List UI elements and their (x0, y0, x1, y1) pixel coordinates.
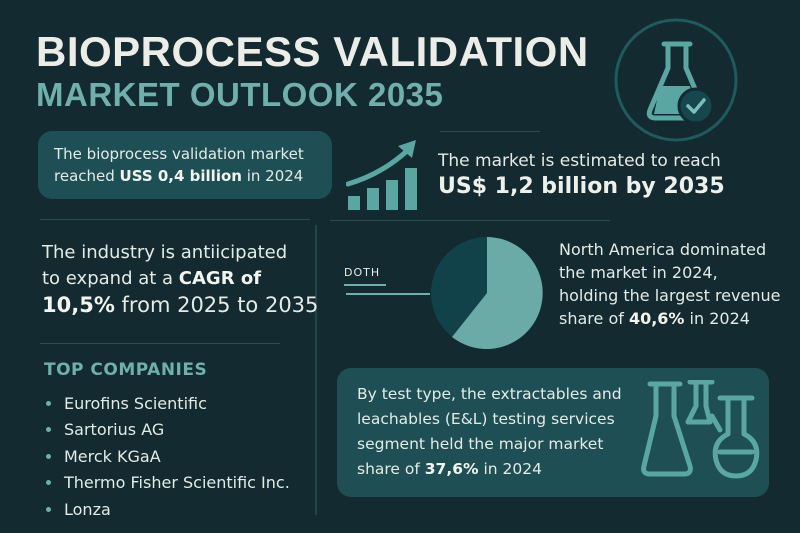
forecast-value: US$ 1,2 billion by 2035 (438, 174, 725, 199)
test-type-value: 37,6% (424, 460, 479, 478)
region-text: North America dominated the market in 20… (559, 240, 781, 328)
page-title: BIOPROCESS VALIDATION (36, 28, 589, 75)
divider (440, 131, 540, 132)
list-item: Lonza (44, 496, 290, 523)
top-companies-list: Eurofins Scientific Sartorius AG Merck K… (44, 390, 290, 523)
list-item: Eurofins Scientific (44, 390, 290, 417)
list-item: Merck KGaA (44, 443, 290, 470)
list-item: Thermo Fisher Scientific Inc. (44, 470, 290, 497)
bullet-icon (46, 506, 51, 512)
divider (330, 220, 610, 221)
page-subtitle: MARKET OUTLOOK 2035 (36, 76, 444, 113)
market-2024-value: USS 0,4 billion (119, 167, 242, 185)
legend-leader-line (346, 293, 430, 295)
top-companies-title: TOP COMPANIES (44, 360, 208, 380)
region-share-value: 40,6% (628, 309, 685, 328)
list-item: Sartorius AG (44, 417, 290, 444)
region-pie-chart (431, 237, 543, 349)
divider (40, 219, 310, 220)
divider (40, 343, 280, 344)
bullet-icon (46, 427, 51, 433)
bullet-icon (46, 453, 51, 459)
bullet-icon (46, 480, 51, 486)
flask-check-icon (614, 18, 738, 142)
cagr-block: The industry is antiicipated to expand a… (42, 242, 319, 317)
cagr-value: 10,5% (42, 293, 115, 317)
market-2024-line1: The bioprocess validation market (54, 145, 304, 163)
market-2024-line2: reached USS 0,4 billion in 2024 (54, 167, 304, 185)
forecast-text: The market is estimated to reach (438, 151, 721, 171)
pie-legend-label: DOTH (344, 266, 381, 279)
test-type-text: By test type, the extractables and leach… (357, 385, 622, 478)
legend-underline (344, 284, 386, 286)
bullet-icon (46, 400, 51, 406)
lab-flasks-icon (641, 380, 760, 479)
vertical-divider (315, 225, 317, 515)
market-2024-card: The bioprocess validation market reached… (38, 131, 332, 199)
growth-bar-chart-icon (346, 140, 417, 210)
